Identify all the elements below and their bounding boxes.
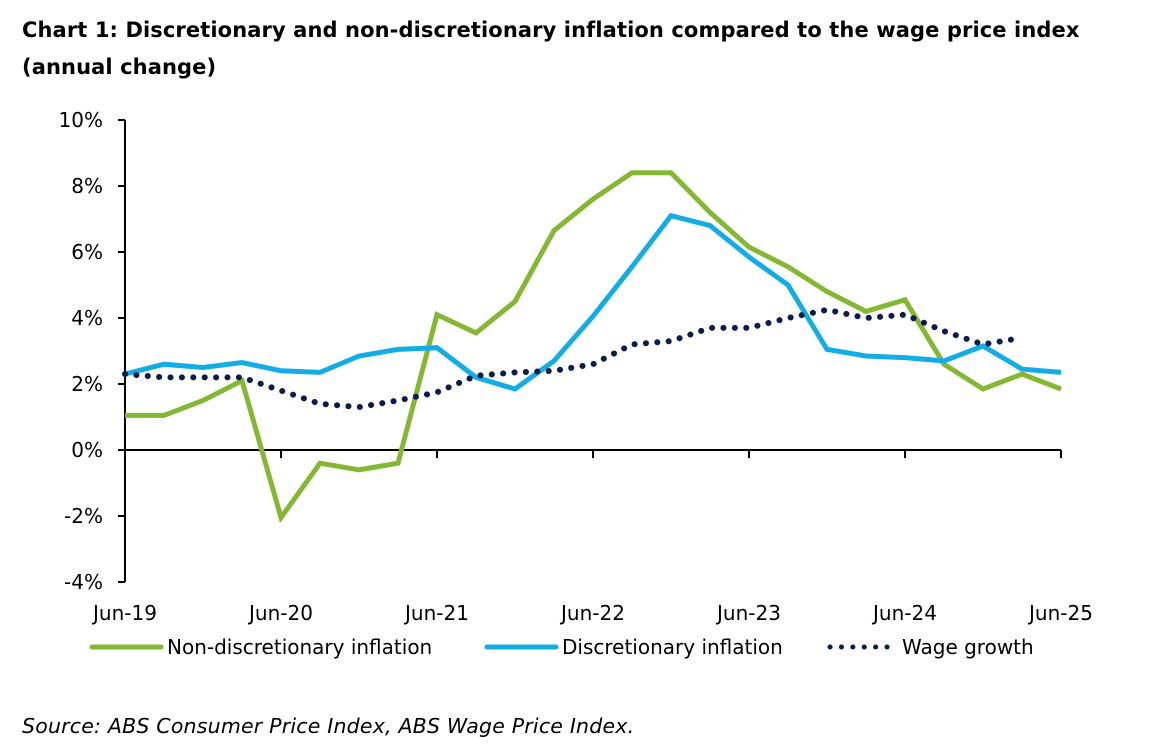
chart-title-line-1: Chart 1: Discretionary and non-discretio… [22,18,1080,42]
legend-label-non-discretionary-inflation: Non-discretionary inflation [167,635,432,659]
y-tick-label: 2% [71,372,103,396]
source-note: Source: ABS Consumer Price Index, ABS Wa… [22,714,635,738]
series-line-non-discretionary-inflation [125,170,1062,524]
x-tick-label: Jun-25 [1027,601,1093,625]
series-line-discretionary-inflation [124,212,1062,392]
x-tick-label: Jun-20 [247,601,313,625]
x-tick-label: Jun-24 [871,601,937,625]
legend: Non-discretionary inflation Discretionary… [89,635,1034,659]
legend-label-wage-growth: Wage growth [902,635,1034,659]
y-tick-label: 4% [71,306,103,330]
y-tick-label: -2% [64,504,103,528]
y-tick-label: 0% [71,438,103,462]
y-tick-label: 6% [71,240,103,264]
y-tick-label: 8% [71,174,103,198]
x-tick-label: Jun-21 [403,601,469,625]
chart-title: Chart 1: Discretionary and non-discretio… [22,12,1172,86]
y-tick-label: 10% [59,108,103,132]
chart-title-line-2: (annual change) [22,55,217,79]
series-line-wage-growth [122,306,1025,411]
legend-label-discretionary-inflation: Discretionary inflation [562,635,783,659]
x-tick-label: Jun-23 [715,601,781,625]
x-tick-label: Jun-22 [559,601,625,625]
series-lines [122,170,1062,524]
x-tick-label: Jun-19 [91,601,157,625]
axes: -4% -2% 0% 2% 4% 6% 8% 10% Jun-19 Jun-20 Jun-21 Jun… [59,108,1093,625]
y-tick-label: -4% [64,570,103,594]
